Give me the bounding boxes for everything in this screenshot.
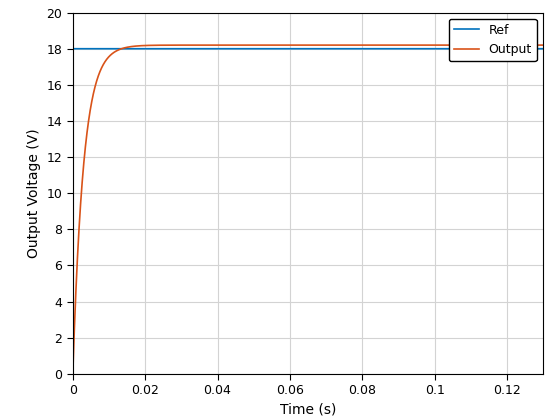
Ref: [540, 46, 547, 51]
Output: [72, 312, 78, 317]
Output: [515, 42, 522, 47]
X-axis label: Time (s): Time (s): [280, 403, 336, 417]
Ref: [72, 46, 78, 51]
Ref: [300, 46, 306, 51]
Output: [162, 43, 169, 48]
Output: [97, 67, 104, 72]
Output: [69, 371, 76, 376]
Ref: [162, 46, 169, 51]
Ref: [97, 46, 104, 51]
Output: [540, 42, 547, 47]
Output: [476, 42, 483, 47]
Output: [89, 96, 96, 101]
Ref: [69, 46, 76, 51]
Line: Output: Output: [73, 45, 543, 374]
Legend: Ref, Output: Ref, Output: [449, 19, 537, 61]
Y-axis label: Output Voltage (V): Output Voltage (V): [27, 129, 41, 258]
Output: [300, 42, 306, 47]
Ref: [89, 46, 96, 51]
Ref: [515, 46, 521, 51]
